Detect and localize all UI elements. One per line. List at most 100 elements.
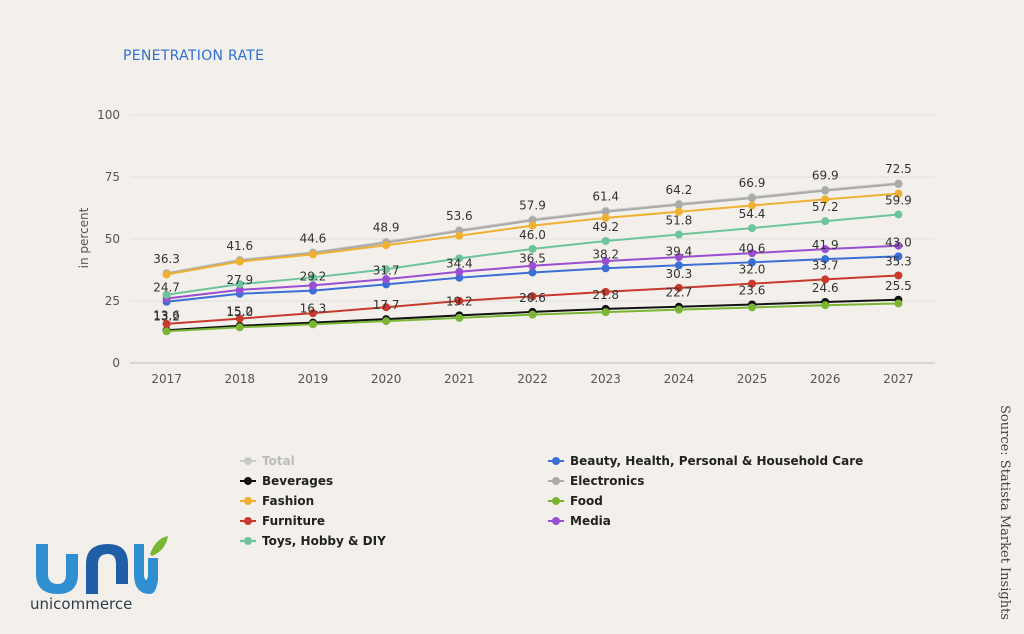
legend-item[interactable]: Food [548,494,603,508]
data-label: 29.2 [300,270,327,284]
data-point [528,244,537,253]
data-point [821,217,830,226]
data-point [674,230,683,239]
data-point [601,287,610,296]
legend-swatch-marker [244,537,252,545]
data-label: 30.3 [666,267,693,281]
data-label: 59.9 [885,193,912,207]
data-label: 22.7 [666,286,693,300]
legend-label: Electronics [570,474,644,488]
chart-title: PENETRATION RATE [123,48,265,64]
legend-label: Furniture [262,514,325,528]
unicommerce-logo [36,536,168,594]
series-5 [162,299,903,336]
legend-item[interactable]: Total [240,454,295,468]
y-axis-title: in percent [77,207,91,268]
data-label: 23.6 [739,283,766,297]
data-point [601,257,610,266]
data-label: 15.2 [226,304,253,318]
legend-item[interactable]: Electronics [548,474,644,488]
data-point [674,200,683,209]
data-point [308,281,317,290]
data-label: 46.0 [519,228,546,242]
data-label: 61.4 [592,190,619,204]
data-label: 72.5 [885,162,912,176]
data-label: 25.5 [885,279,912,293]
x-tick-label: 2023 [590,372,621,386]
data-point [528,310,537,319]
x-tick-label: 2022 [517,372,548,386]
data-label: 34.4 [446,257,473,271]
data-label: 21.8 [592,288,619,302]
legend-item[interactable]: Fashion [240,494,314,508]
data-label: 44.6 [300,231,327,245]
data-point [455,267,464,276]
data-point [748,194,757,203]
legend-item[interactable]: Toys, Hobby & DIY [240,534,386,548]
series-lines [162,179,903,336]
data-point [748,258,757,267]
data-label: 13.6 [153,308,180,322]
data-point [455,313,464,322]
data-point [308,309,317,318]
data-point [308,320,317,329]
data-label: 57.2 [812,200,839,214]
data-point [235,257,244,266]
data-point [235,285,244,294]
data-point [162,270,171,279]
data-point [748,279,757,288]
x-tick-label: 2019 [298,372,329,386]
legend-swatch-marker [244,457,252,465]
data-point [821,301,830,310]
data-label: 66.9 [739,176,766,190]
data-point [235,280,244,289]
data-label: 24.6 [812,281,839,295]
data-point [821,255,830,264]
data-label: 41.9 [812,238,839,252]
x-tick-label: 2020 [371,372,402,386]
x-tick-label: 2018 [224,372,255,386]
data-point [455,254,464,263]
data-label: 38.2 [592,247,619,261]
legend-item[interactable]: Furniture [240,514,325,528]
y-tick-label: 50 [105,232,120,246]
data-labels: 36.3 41.6 44.6 48.9 53.6 57.9 61.4 64.2 66.9 69.9… [153,162,912,323]
legend-swatch-marker [552,517,560,525]
data-label: 27.9 [226,273,253,287]
data-point [894,252,903,261]
legend[interactable]: Total Beauty, Health, Personal & Househol… [240,454,863,548]
data-label: 51.8 [666,214,693,228]
source-note: Source: Statista Market Insights [997,405,1012,620]
data-label: 49.2 [592,220,619,234]
data-label: 64.2 [666,183,693,197]
data-point [308,273,317,282]
x-tick-label: 2017 [151,372,182,386]
axes: 0 25 50 75 100 2017 2018 2019 2020 2021 2022 2023 20… [97,108,914,386]
legend-label: Beverages [262,474,333,488]
legend-swatch-marker [244,517,252,525]
data-label: 36.5 [519,251,546,265]
data-point [821,186,830,195]
data-point [894,179,903,188]
legend-item[interactable]: Beverages [240,474,333,488]
data-point [455,231,464,240]
data-point [162,319,171,328]
data-point [162,290,171,299]
data-label: 31.7 [373,263,400,277]
legend-item[interactable]: Media [548,514,611,528]
legend-swatch-marker [552,477,560,485]
legend-label: Food [570,494,603,508]
data-point [235,323,244,332]
data-label: 43.0 [885,235,912,249]
series-4 [162,189,903,279]
legend-item[interactable]: Beauty, Health, Personal & Household Car… [548,454,863,468]
legend-swatch-marker [552,497,560,505]
legend-swatch-marker [552,457,560,465]
series-8 [162,210,903,299]
data-point [528,292,537,301]
data-label: 69.9 [812,169,839,183]
data-point [894,299,903,308]
data-point [674,283,683,292]
data-label: 39.4 [666,244,693,258]
